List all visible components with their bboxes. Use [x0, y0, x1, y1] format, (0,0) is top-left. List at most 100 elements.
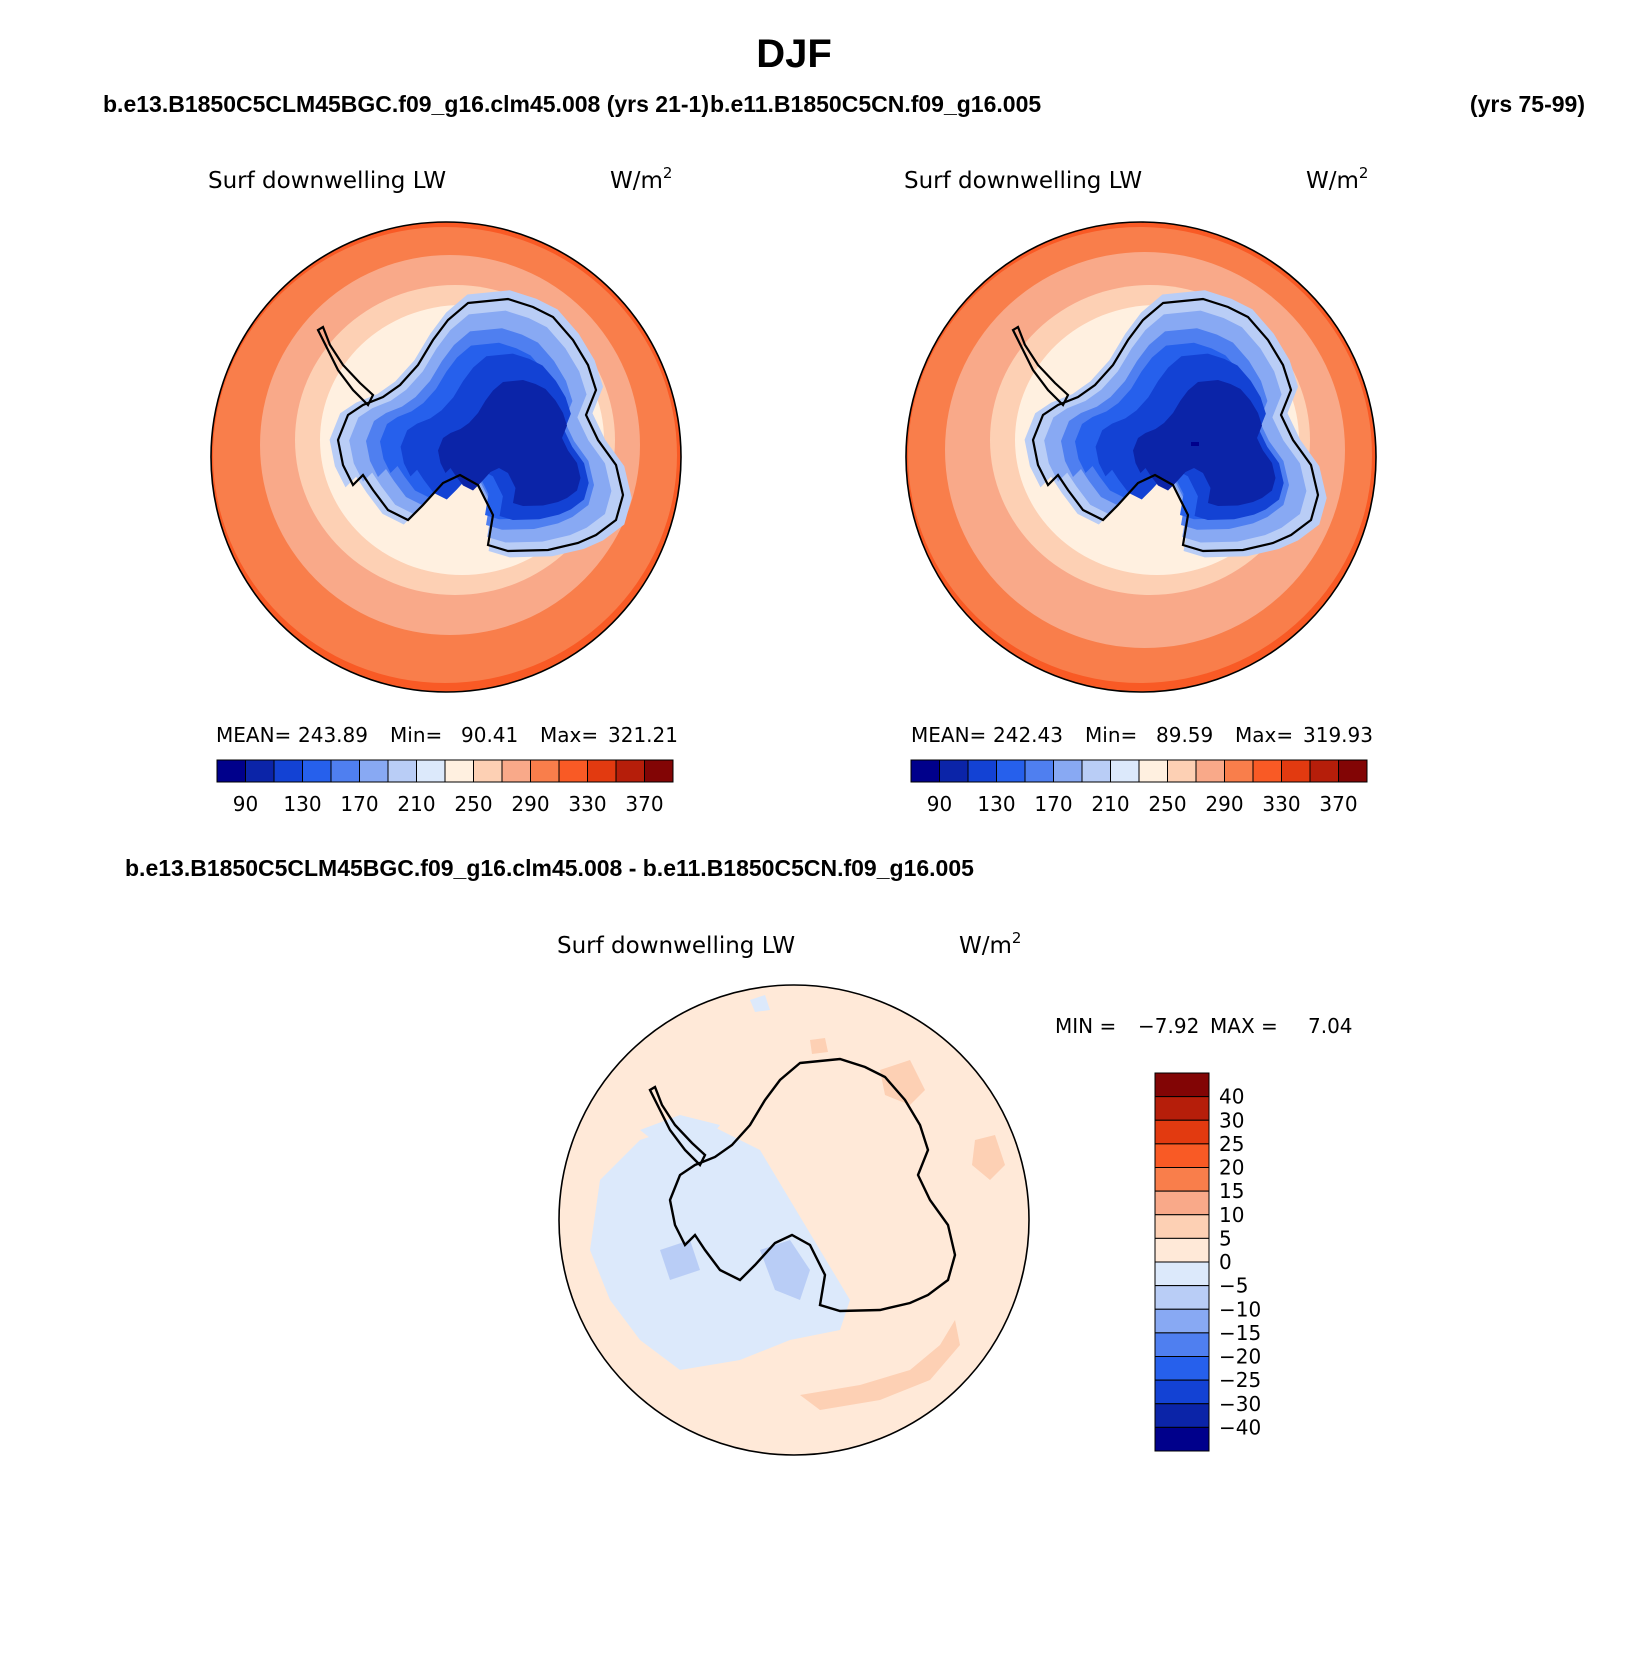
panel-case1-colorbar-box — [359, 759, 389, 783]
panel-case1-colorbar-tick-label: 90 — [233, 792, 258, 816]
panel-diff-colorbar-box — [1154, 1214, 1210, 1239]
panel-diff-colorbar-box — [1154, 1403, 1210, 1428]
panel-diff-colorbar-tick-label: −40 — [1219, 1415, 1261, 1439]
left-case-header: b.e13.B1850C5CLM45BGC.f09_g16.clm45.008 … — [103, 91, 709, 117]
panel-case1-colorbar-box — [330, 759, 360, 783]
panel-case1-colorbar-box — [644, 759, 674, 783]
panel-case1: Surf downwelling LW W/m2 MEAN= 243.89 — [208, 164, 682, 816]
panel-case1-colorbar-box — [302, 759, 332, 783]
panel-case1-colorbar-box — [273, 759, 303, 783]
panel-diff-colorbar-box — [1154, 1356, 1210, 1381]
panel-diff: Surf downwelling LW W/m2 MIN = −7.92 MAX — [557, 929, 1353, 1456]
panel-case2-colorbar-box — [910, 759, 940, 783]
panel-diff-colorbar-box — [1154, 1237, 1210, 1263]
panel-case2-colorbar-box — [1167, 759, 1197, 783]
svg-text:MIN =: MIN = — [1055, 1014, 1116, 1038]
svg-text:Min=: Min= — [390, 723, 442, 747]
diff-title: b.e13.B1850C5CLM45BGC.f09_g16.clm45.008 … — [125, 855, 974, 881]
panel-diff-colorbar — [1154, 1072, 1210, 1452]
panel-case1-colorbar-box — [587, 759, 617, 783]
panel-diff-colorbar-box — [1154, 1072, 1210, 1098]
panel-case2-colorbar-ticks: 90 130 170 210 250 290 330 370 — [927, 792, 1358, 816]
panel-case1-colorbar — [216, 759, 674, 783]
panel-case2-colorbar-box — [1309, 759, 1339, 783]
panel-case2-mean: 242.43 — [993, 723, 1063, 747]
panel-diff-colorbar-box — [1154, 1379, 1210, 1405]
panel-case1-colorbar-tick-label: 130 — [283, 792, 321, 816]
panel-diff-colorbar-tick-label: −5 — [1219, 1274, 1248, 1298]
panel-case1-mean: 243.89 — [298, 723, 368, 747]
panel-case1-colorbar-tick-label: 170 — [340, 792, 378, 816]
panel-case1-map — [211, 222, 681, 692]
panel-diff-minmax: MIN = −7.92 MAX = 7.04 — [1055, 1014, 1353, 1038]
panel-case2-colorbar — [910, 759, 1368, 783]
panel-diff-colorbar-tick-label: 20 — [1219, 1156, 1244, 1180]
panel-diff-colorbar-box — [1154, 1143, 1210, 1168]
panel-case2-map-border — [905, 221, 1377, 693]
panel-case2-colorbar-box — [1195, 759, 1225, 783]
panel-case1-colorbar-box — [530, 759, 560, 783]
panel-diff-max: 7.04 — [1308, 1014, 1353, 1038]
panel-case1-colorbar-box — [245, 759, 275, 783]
panel-case2-colorbar-box — [939, 759, 969, 783]
panel-diff-colorbar-tick-label: 10 — [1219, 1203, 1244, 1227]
panel-case2-max: 319.93 — [1303, 723, 1373, 747]
panel-case1-colorbar-box — [501, 759, 531, 783]
panel-diff-colorbar-tick-label: −10 — [1219, 1297, 1261, 1321]
panel-diff-map — [559, 985, 1029, 1455]
panel-diff-colorbar-box — [1154, 1285, 1210, 1310]
svg-text:MEAN=: MEAN= — [911, 723, 986, 747]
panel-diff-colorbar-tick-label: −25 — [1219, 1368, 1261, 1392]
panel-diff-colorbar-box — [1154, 1261, 1210, 1287]
panel-diff-map-border — [558, 984, 1030, 1456]
panel-case2-colorbar-tick-label: 170 — [1034, 792, 1072, 816]
panel-case1-colorbar-tick-label: 250 — [454, 792, 492, 816]
panel-case2-colorbar-tick-label: 290 — [1205, 792, 1243, 816]
panel-case1-units: W/m2 — [610, 164, 672, 194]
panel-case1-variable: Surf downwelling LW — [208, 168, 446, 194]
panel-diff-units: W/m2 — [959, 929, 1021, 959]
panel-case1-colorbar-box — [444, 759, 474, 783]
panel-case1-min: 90.41 — [461, 723, 518, 747]
panel-diff-colorbar-box — [1154, 1167, 1210, 1192]
panel-diff-colorbar-tick-label: 0 — [1219, 1250, 1232, 1274]
panel-diff-min: −7.92 — [1138, 1014, 1199, 1038]
panel-case1-stats: MEAN= 243.89 Min= 90.41 Max= 321.21 — [216, 723, 678, 747]
panel-case2-colorbar-box — [1053, 759, 1083, 783]
svg-text:MAX =: MAX = — [1210, 1014, 1278, 1038]
panel-diff-colorbar-tick-label: 30 — [1219, 1108, 1244, 1132]
panel-case1-colorbar-ticks: 90 130 170 210 250 290 330 370 — [233, 792, 664, 816]
panel-case2-colorbar-tick-label: 90 — [927, 792, 952, 816]
panel-case2-stats: MEAN= 242.43 Min= 89.59 Max= 319.93 — [911, 723, 1373, 747]
svg-text:Max=: Max= — [540, 723, 598, 747]
panel-case2: Surf downwelling LW W/m2 MEAN= 2 — [904, 164, 1377, 816]
panel-case2-colorbar-box — [1281, 759, 1311, 783]
panel-case2-colorbar-box — [1138, 759, 1168, 783]
panel-case2-colorbar-tick-label: 330 — [1262, 792, 1300, 816]
panel-case1-colorbar-tick-label: 370 — [625, 792, 663, 816]
panel-case1-colorbar-box — [473, 759, 503, 783]
panel-case2-map — [906, 222, 1376, 692]
panel-case2-colorbar-box — [1110, 759, 1140, 783]
panel-diff-colorbar-tick-label: 15 — [1219, 1179, 1244, 1203]
panel-diff-colorbar-box — [1154, 1426, 1210, 1452]
panel-diff-colorbar-box — [1154, 1190, 1210, 1216]
panel-diff-colorbar-tick-label: 5 — [1219, 1226, 1232, 1250]
panel-case1-colorbar-box — [615, 759, 645, 783]
panel-case2-units: W/m2 — [1306, 164, 1368, 194]
panel-case1-colorbar-tick-label: 290 — [511, 792, 549, 816]
right-years-header: (yrs 75-99) — [1470, 91, 1585, 117]
panel-diff-colorbar-tick-label: 25 — [1219, 1132, 1244, 1156]
panel-case1-map-border — [210, 221, 682, 693]
panel-case2-colorbar-box — [1338, 759, 1368, 783]
right-case-header: b.e11.B1850C5CN.f09_g16.005 — [710, 91, 1041, 117]
panel-diff-colorbar-box — [1154, 1308, 1210, 1334]
panel-case2-colorbar-box — [1081, 759, 1111, 783]
panel-diff-colorbar-tick-label: 40 — [1219, 1085, 1244, 1109]
panel-case2-colorbar-tick-label: 130 — [977, 792, 1015, 816]
panel-case1-colorbar-box — [558, 759, 588, 783]
panel-diff-variable: Surf downwelling LW — [557, 933, 795, 959]
svg-text:MEAN=: MEAN= — [216, 723, 291, 747]
panel-case2-colorbar-tick-label: 250 — [1148, 792, 1186, 816]
